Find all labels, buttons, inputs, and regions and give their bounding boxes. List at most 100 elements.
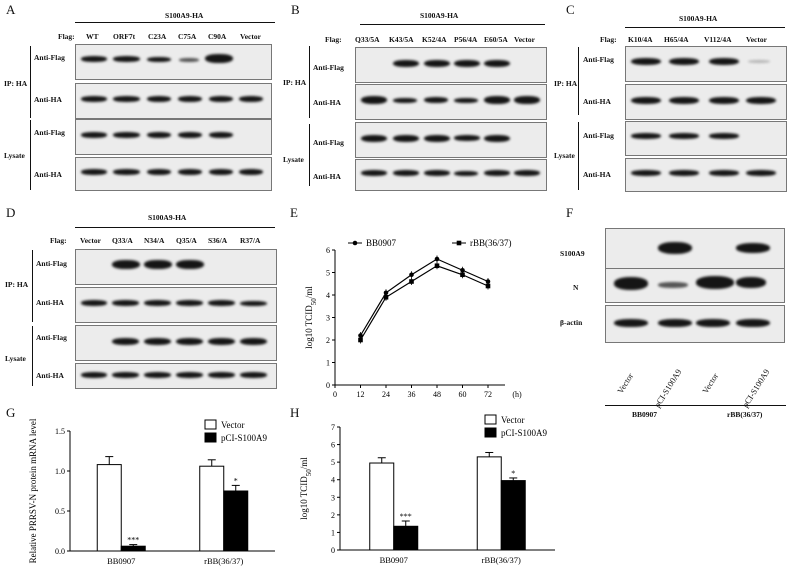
lane-label-a: C23A <box>148 32 167 41</box>
y-tick-label: 3 <box>326 314 330 323</box>
group-label-f: BB0907 <box>632 410 658 419</box>
bar <box>369 462 395 551</box>
data-point <box>434 263 440 269</box>
ip-label-a: IP: HA <box>4 79 28 88</box>
blot-a-lys-ha <box>75 157 272 191</box>
y-tick-label: 5 <box>331 458 335 467</box>
data-point <box>485 283 491 289</box>
blot-b-ip-flag <box>355 47 547 83</box>
data-point <box>358 333 363 338</box>
blot-d-lys-ha <box>75 363 277 389</box>
lane-label-d: Vector <box>80 236 101 245</box>
legend-label: pCI-S100A9 <box>221 433 268 443</box>
bar <box>120 545 146 552</box>
legend-swatch <box>484 414 497 425</box>
blot-d-ip-ha <box>75 287 277 323</box>
y-tick-label: 2 <box>331 511 335 520</box>
row-label-a: Anti-HA <box>34 170 62 179</box>
y-tick-label: 0 <box>326 381 330 390</box>
lane-label-a: WT <box>86 32 99 41</box>
data-point <box>434 256 440 262</box>
lane-label-a: ORF7t <box>113 32 136 41</box>
legend-swatch <box>204 419 217 430</box>
x-tick-label: 60 <box>459 390 467 399</box>
lane-label-b: Vector <box>514 35 535 44</box>
y-axis-label: log10 TCID50/ml <box>299 457 313 520</box>
lane-label-c: K10/4A <box>628 35 653 44</box>
row-label-f: β-actin <box>560 318 583 327</box>
legend-swatch <box>484 427 497 438</box>
row-label-b: Anti-Flag <box>313 63 344 72</box>
row-label-f: S100A9 <box>560 249 585 258</box>
y-tick-label: 0.5 <box>55 507 65 516</box>
panel-letter-b: B <box>291 2 300 17</box>
construct-label-c: S100A9-HA <box>679 14 718 23</box>
bar <box>393 525 419 551</box>
blot-c-ip-ha <box>625 84 787 120</box>
legend-swatch <box>204 432 217 443</box>
data-point <box>409 279 414 284</box>
y-axis-label: log10 TCID50/ml <box>304 286 318 349</box>
legend-marker <box>352 240 358 246</box>
blot-c-lys-ha <box>625 158 787 192</box>
panel-letter-f: F <box>566 205 574 220</box>
y-tick-label: 4 <box>331 476 335 485</box>
lane-label-a: Vector <box>240 32 261 41</box>
x-axis-label: (h) <box>512 390 522 399</box>
category-label: rBB(36/37) <box>204 556 243 566</box>
lane-label-d: Q35/A <box>176 236 197 245</box>
blot-f-n <box>605 268 785 303</box>
lysate-label-a: Lysate <box>4 151 25 160</box>
bar <box>476 456 502 551</box>
row-label-b: Anti-Flag <box>313 138 344 147</box>
legend-label: pCI-S100A9 <box>501 428 548 438</box>
legend-label: Vector <box>501 415 525 425</box>
lane-label-c: V112/4A <box>704 35 732 44</box>
blot-a-ip-ha <box>75 83 272 119</box>
row-label-c: Anti-HA <box>583 97 611 106</box>
y-tick-label: 0 <box>331 546 335 555</box>
blot-d-ip-flag <box>75 249 277 285</box>
legend-marker <box>456 240 462 246</box>
group-label-f: rBB(36/37) <box>727 410 763 419</box>
lane-label-f: pCI-S100A9 <box>652 367 684 410</box>
x-tick-label: 12 <box>357 390 365 399</box>
row-label-a: Anti-HA <box>34 95 62 104</box>
flag-label-c: Flag: <box>600 35 617 44</box>
blot-b-ip-ha <box>355 84 547 120</box>
y-tick-label: 6 <box>326 246 330 255</box>
blot-c-lys-flag <box>625 121 787 156</box>
category-label: BB0907 <box>380 555 408 565</box>
lane-label-b: E60/5A <box>484 35 508 44</box>
x-tick-label: 36 <box>408 390 416 399</box>
lane-label-b: P56/4A <box>454 35 478 44</box>
blot-d-lys-flag <box>75 325 277 361</box>
row-label-c: Anti-Flag <box>583 55 614 64</box>
panel-letter-a: A <box>6 2 16 17</box>
data-point <box>460 272 465 278</box>
data-point <box>485 279 491 284</box>
bar <box>96 464 122 552</box>
legend-label: rBB(36/37) <box>470 238 512 248</box>
lane-label-f: pCI-S100A9 <box>740 367 772 410</box>
lysate-label-b: Lysate <box>283 155 304 164</box>
blot-f-s100a9 <box>605 228 785 270</box>
data-point <box>383 290 389 296</box>
y-tick-label: 6 <box>331 441 335 450</box>
lane-label-d: S36/A <box>208 236 228 245</box>
row-label-d: Anti-HA <box>36 371 64 380</box>
lane-label-b: K52/4A <box>422 35 447 44</box>
category-label: BB0907 <box>107 556 135 566</box>
significance-label: * <box>234 476 238 485</box>
data-point <box>358 337 363 343</box>
x-tick-label: 0 <box>333 390 337 399</box>
lysate-label-c: Lysate <box>554 151 575 160</box>
y-tick-label: 2 <box>326 336 330 345</box>
bar <box>223 490 249 552</box>
lane-label-c: H65/4A <box>664 35 689 44</box>
flag-label-b: Flag: <box>325 35 342 44</box>
category-label: rBB(36/37) <box>482 555 521 565</box>
lane-label-f: Vector <box>615 371 636 396</box>
y-axis-label: Relative PRRSV-N protein mRNA level <box>28 418 38 563</box>
